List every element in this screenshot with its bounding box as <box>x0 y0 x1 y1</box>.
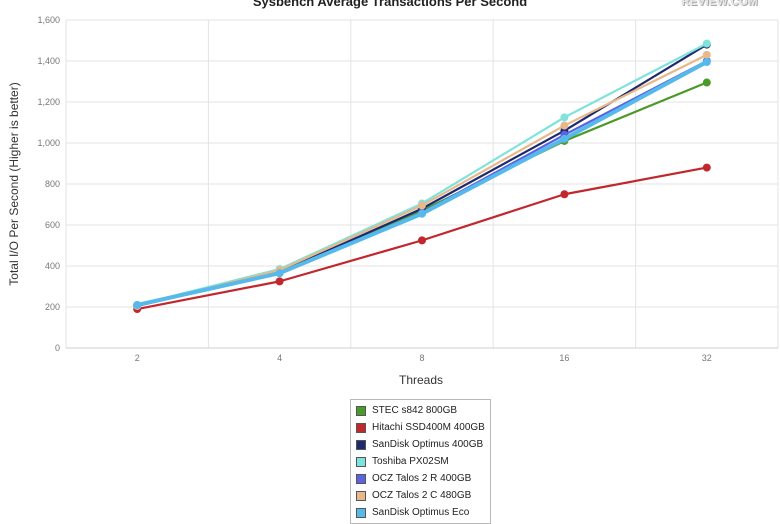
legend-label: OCZ Talos 2 C 480GB <box>372 490 472 501</box>
chart-legend: STEC s842 800GB Hitachi SSD400M 400GB SanD… <box>350 399 491 524</box>
y-tick-label: 0 <box>55 343 60 353</box>
legend-label: Hitachi SSD400M 400GB <box>372 422 485 433</box>
series-ocz-talos-2-c-480gb <box>133 50 711 310</box>
data-point <box>702 39 711 48</box>
legend-item: OCZ Talos 2 R 400GB <box>356 470 485 487</box>
data-point <box>702 50 711 59</box>
legend-item: SanDisk Optimus Eco <box>356 504 485 521</box>
data-point <box>702 163 711 172</box>
legend-swatch <box>356 456 366 467</box>
legend-swatch <box>356 473 366 484</box>
chart-title: Sysbench Average Transactions Per Second <box>252 0 528 9</box>
data-point <box>418 209 426 218</box>
data-point <box>418 236 426 245</box>
legend-item: SanDisk Optimus 400GB <box>356 436 485 453</box>
series-line <box>136 81 708 308</box>
data-point <box>560 190 569 199</box>
series-stec-s842-800gb <box>133 78 711 310</box>
x-axis-label: Threads <box>399 373 443 387</box>
data-point <box>275 277 284 286</box>
series-sandisk-optimus-eco <box>133 58 711 309</box>
legend-swatch <box>356 405 366 416</box>
data-point <box>560 121 569 130</box>
legend-swatch <box>356 490 366 501</box>
data-point <box>418 201 426 210</box>
legend-item: STEC s842 800GB <box>356 402 485 419</box>
legend-swatch <box>356 439 366 450</box>
data-point <box>560 134 569 143</box>
data-point <box>702 58 711 67</box>
legend-item: Hitachi SSD400M 400GB <box>356 419 485 436</box>
y-tick-label: 800 <box>45 179 60 189</box>
y-tick-label: 1,600 <box>37 15 60 25</box>
y-tick-label: 1,000 <box>37 138 60 148</box>
data-point <box>702 78 711 87</box>
y-axis-label: Total I/O Per Second (Higher is better) <box>7 82 21 285</box>
series-sandisk-optimus-400gb <box>133 40 711 310</box>
y-axis-ticks: 0 200 400 600 800 1,000 1,200 1,400 1,600 <box>37 15 60 353</box>
series-lines <box>133 39 711 314</box>
y-tick-label: 1,200 <box>37 97 60 107</box>
data-point <box>560 113 569 122</box>
legend-item: Toshiba PX02SM <box>356 453 485 470</box>
y-tick-label: 600 <box>45 220 60 230</box>
series-toshiba-px02sm <box>133 39 711 309</box>
review-logo: REVIEW.COM <box>681 0 758 8</box>
legend-label: OCZ Talos 2 R 400GB <box>372 473 472 484</box>
y-tick-label: 1,400 <box>37 56 60 66</box>
x-tick-label: 4 <box>277 353 282 363</box>
legend-label: SanDisk Optimus Eco <box>372 507 470 518</box>
grid-lines <box>65 19 779 349</box>
series-line <box>136 43 708 308</box>
x-tick-label: 8 <box>419 353 424 363</box>
y-tick-label: 200 <box>45 302 60 312</box>
x-tick-label: 16 <box>559 353 569 363</box>
x-tick-label: 32 <box>702 353 712 363</box>
legend-swatch <box>356 422 366 433</box>
legend-label: SanDisk Optimus 400GB <box>372 439 484 450</box>
legend-swatch <box>356 507 366 518</box>
y-tick-label: 400 <box>45 261 60 271</box>
data-point <box>275 269 284 278</box>
legend-label: STEC s842 800GB <box>372 405 458 416</box>
series-line <box>136 53 708 308</box>
x-tick-label: 2 <box>135 353 140 363</box>
data-point <box>133 300 142 309</box>
series-hitachi-ssd400m-400gb <box>133 163 711 314</box>
legend-item: OCZ Talos 2 C 480GB <box>356 487 485 504</box>
legend-label: Toshiba PX02SM <box>372 456 449 467</box>
x-axis-ticks: 2 4 8 16 32 <box>135 353 712 363</box>
